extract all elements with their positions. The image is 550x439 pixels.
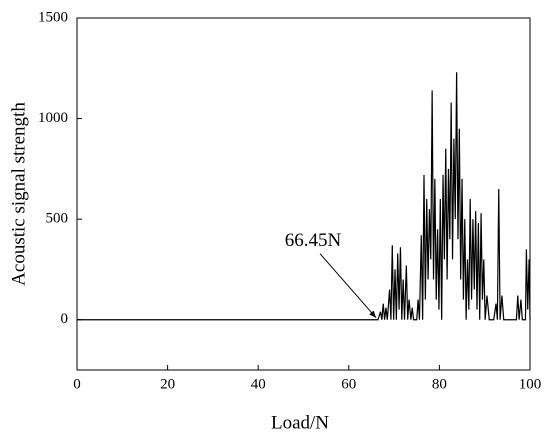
annotation-text: 66.45N xyxy=(285,230,342,251)
y-tick-label: 1500 xyxy=(38,9,68,25)
y-tick-label: 500 xyxy=(46,211,69,227)
x-tick-label: 40 xyxy=(251,376,266,392)
annotation-arrow xyxy=(319,253,377,319)
data-line xyxy=(77,72,531,321)
x-tick-label: 60 xyxy=(341,376,356,392)
y-tick-label: 1000 xyxy=(38,110,68,126)
x-tick-label: 20 xyxy=(160,376,175,392)
x-axis-label: Load/N xyxy=(271,412,329,433)
y-tick-label: 0 xyxy=(61,311,69,327)
x-tick-label: 80 xyxy=(432,376,447,392)
y-axis-label: Acoustic signal strength xyxy=(8,102,29,286)
x-tick-label: 0 xyxy=(73,376,81,392)
x-tick-label: 100 xyxy=(519,376,542,392)
plot-frame xyxy=(76,17,531,371)
